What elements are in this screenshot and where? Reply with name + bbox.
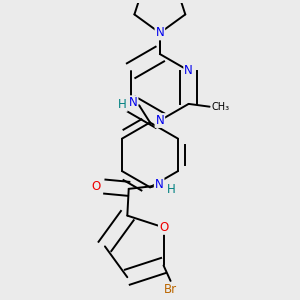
Text: N: N bbox=[129, 96, 137, 109]
Text: O: O bbox=[159, 221, 168, 234]
Text: N: N bbox=[155, 178, 164, 191]
Text: CH₃: CH₃ bbox=[211, 102, 229, 112]
Text: N: N bbox=[155, 114, 164, 127]
Text: Br: Br bbox=[164, 283, 177, 296]
Text: H: H bbox=[167, 183, 175, 196]
Text: O: O bbox=[92, 180, 101, 193]
Text: N: N bbox=[184, 64, 193, 77]
Text: N: N bbox=[155, 26, 164, 39]
Text: H: H bbox=[118, 98, 127, 111]
